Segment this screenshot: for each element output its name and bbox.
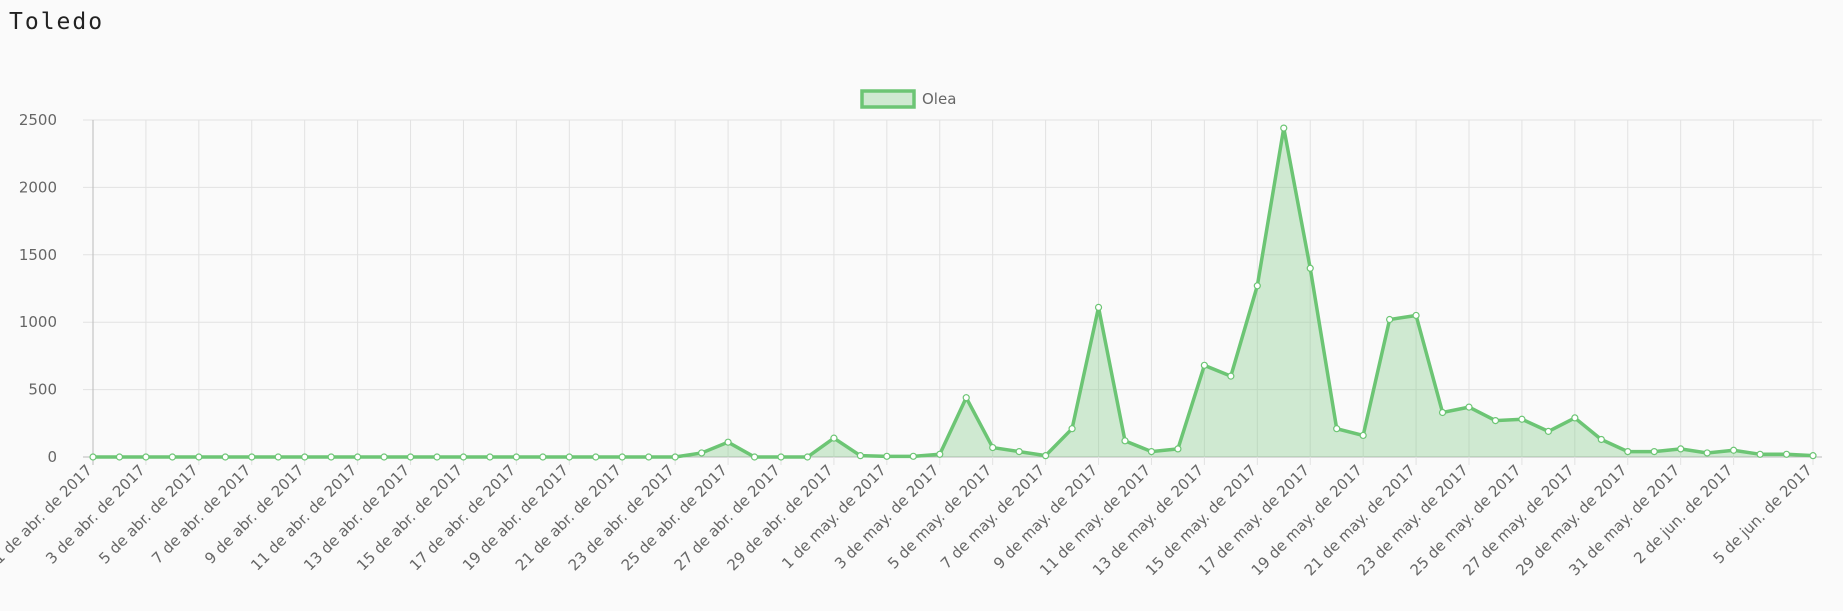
point [1280, 124, 1288, 132]
point [1121, 437, 1129, 445]
point [327, 453, 335, 461]
point [1544, 427, 1552, 435]
legend-label: Olea [922, 90, 956, 108]
point [1227, 372, 1235, 380]
point [1677, 445, 1685, 453]
point [989, 443, 997, 452]
x-tick-label: 5 de abr. de 2017 [95, 461, 201, 567]
point [1809, 452, 1817, 460]
point [1518, 415, 1526, 423]
point [565, 453, 573, 461]
x-tick-label: 7 de abr. de 2017 [148, 461, 254, 567]
point [645, 453, 653, 461]
point [142, 453, 150, 461]
point [803, 453, 812, 461]
point [1200, 361, 1208, 369]
point [671, 453, 679, 461]
point [539, 453, 547, 461]
point [459, 453, 468, 461]
point [856, 452, 864, 460]
point [1333, 425, 1341, 433]
point [1491, 417, 1500, 425]
point [1253, 282, 1261, 290]
point [1438, 408, 1447, 417]
point [486, 453, 494, 461]
point [433, 453, 441, 461]
y-tick-label: 2000 [19, 178, 57, 196]
point [698, 449, 706, 457]
y-tick-label: 1000 [19, 313, 57, 331]
point [1730, 446, 1738, 454]
point [1597, 435, 1605, 444]
point [936, 450, 944, 458]
point [1782, 450, 1791, 458]
point [962, 394, 970, 402]
point [115, 453, 124, 461]
point [1465, 403, 1473, 411]
point [89, 453, 97, 461]
point [1386, 315, 1394, 324]
point [883, 452, 891, 460]
point [512, 453, 520, 461]
x-tick-label: 3 de abr. de 2017 [42, 461, 148, 567]
point [1359, 431, 1367, 440]
page-title: Toledo [9, 9, 104, 35]
line [93, 127, 1814, 459]
point [1174, 445, 1182, 453]
point [1624, 448, 1632, 456]
legend-swatch [860, 89, 916, 109]
point [406, 453, 415, 461]
point [380, 453, 388, 461]
y-tick-label: 500 [28, 381, 57, 399]
point [1571, 414, 1579, 422]
x-tick-label: 9 de abr. de 2017 [201, 461, 307, 567]
point [1068, 425, 1076, 433]
point [1306, 264, 1314, 272]
point [1703, 449, 1711, 457]
point [301, 453, 309, 461]
point [1015, 448, 1023, 456]
point [195, 453, 203, 461]
point [1756, 450, 1764, 458]
point [618, 453, 626, 461]
point [750, 453, 759, 461]
point [1147, 448, 1156, 456]
y-tick-label: 1500 [19, 246, 57, 264]
y-tick-label: 2500 [19, 111, 57, 129]
point [1412, 311, 1420, 320]
point [274, 453, 282, 461]
point [1650, 448, 1658, 456]
point [1094, 303, 1103, 311]
point [592, 453, 600, 461]
point [221, 453, 229, 461]
point [724, 438, 732, 446]
area [93, 128, 1813, 457]
point [248, 453, 256, 461]
point [168, 453, 176, 461]
point [830, 434, 838, 442]
point [354, 453, 362, 461]
y-tick-label: 0 [47, 448, 57, 466]
point [777, 453, 785, 461]
point [909, 452, 917, 460]
point [1042, 452, 1050, 460]
